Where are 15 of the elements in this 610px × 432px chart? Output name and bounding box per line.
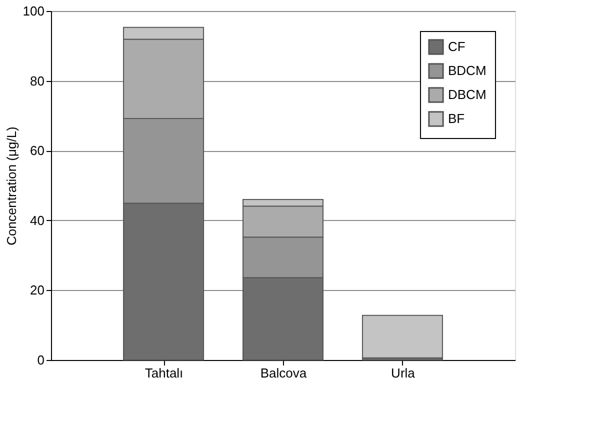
x-tick-label: Balcova (260, 366, 308, 380)
y-tick-label: 80 (30, 73, 44, 88)
bar (362, 314, 443, 358)
y-tick-label: 40 (30, 212, 44, 228)
x-tick-label: Tahtalı (144, 366, 184, 380)
x-tick-label: Urla (391, 366, 416, 380)
legend-label: DBCM (448, 87, 486, 102)
y-tick-label: 100 (22, 4, 44, 18)
y-axis-title: Concentration (μg/L) (4, 126, 19, 246)
legend-label: BDCM (448, 63, 486, 78)
legend-label: CF (448, 39, 466, 54)
legend-label: BF (448, 111, 465, 126)
y-tick-label: 60 (30, 143, 44, 158)
y-tick-label: 0 (37, 352, 44, 368)
y-tick-label: 20 (30, 282, 44, 298)
